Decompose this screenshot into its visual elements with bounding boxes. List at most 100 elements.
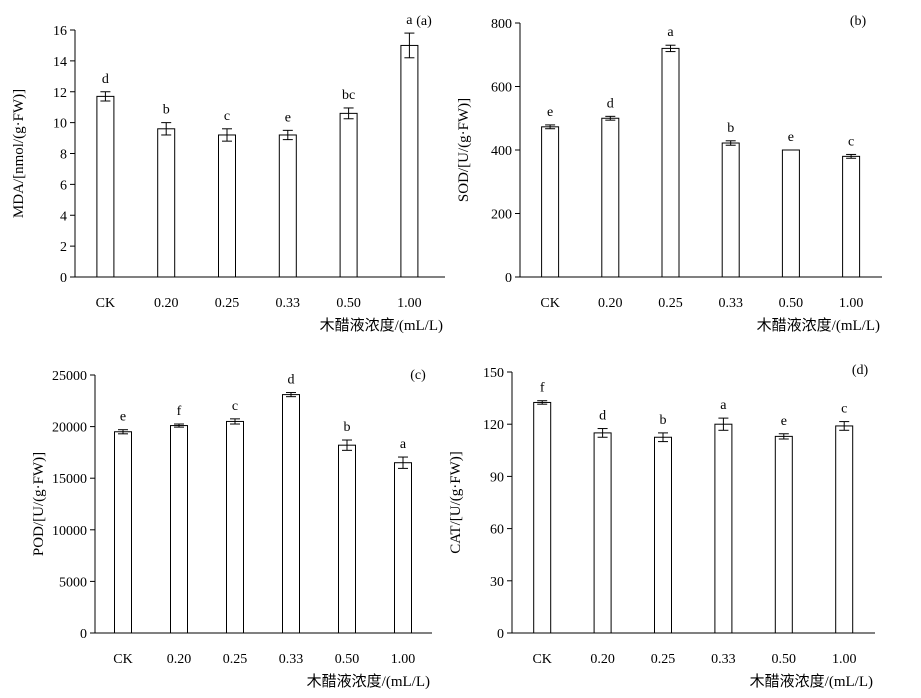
panel-b: 0 200 400 600 800 e CK d 0.20 a 0.25 b 0.33 e 0.50 c 1.0… — [456, 14, 882, 334]
x-tick-label: 0.25 — [215, 296, 240, 311]
bar — [661, 47, 680, 278]
panel-a: 0 2 4 6 8 10 12 14 16 d CK b 0.20 c 0.25 e 0.33 bc 0.50 a 1.… — [11, 13, 445, 334]
bar — [157, 128, 176, 278]
bar — [226, 420, 244, 634]
significance-letter: a — [667, 25, 674, 40]
bar — [835, 425, 854, 634]
x-axis-title: 木醋液浓度/(mL/L) — [757, 317, 880, 334]
x-axis-title: 木醋液浓度/(mL/L) — [750, 673, 873, 690]
y-tick-label: 10 — [53, 117, 67, 132]
bar — [781, 149, 800, 278]
significance-letter: e — [547, 105, 553, 120]
y-tick-label: 10000 — [52, 524, 87, 539]
significance-letter: c — [224, 109, 230, 124]
y-tick-label: 5000 — [59, 575, 87, 590]
x-axis-title: 木醋液浓度/(mL/L) — [307, 673, 430, 690]
y-tick-label: 150 — [483, 366, 504, 381]
y-axis-title: POD/[U/(g·FW)] — [31, 452, 47, 556]
significance-letter: a — [406, 13, 413, 28]
x-tick-label: CK — [113, 652, 132, 667]
x-tick-label: 1.00 — [391, 652, 416, 667]
significance-letter: e — [781, 414, 787, 429]
y-tick-label: 20000 — [52, 421, 87, 436]
x-tick-label: 0.33 — [711, 652, 736, 667]
x-tick-label: 0.25 — [223, 652, 248, 667]
panel-d: 0 30 60 90 120 150 f CK d 0.20 b 0.25 a 0.33 e 0.50 c 1.0… — [448, 363, 875, 690]
x-tick-label: 0.20 — [154, 296, 179, 311]
y-tick-label: 0 — [80, 627, 87, 642]
bar — [218, 134, 236, 278]
panel-c: 0 5000 10000 15000 20000 25000 e CK f 0.20 c 0.25 d 0… — [31, 368, 432, 690]
bar — [601, 117, 620, 278]
y-tick-label: 25000 — [52, 369, 87, 384]
y-tick-label: 0 — [497, 627, 504, 642]
significance-letter: b — [344, 420, 351, 435]
x-tick-label: 0.50 — [335, 652, 360, 667]
y-tick-label: 14 — [53, 55, 67, 70]
significance-letter: c — [848, 134, 854, 149]
significance-letter: d — [607, 96, 614, 111]
significance-letter: c — [232, 399, 238, 414]
panel-label: (b) — [850, 14, 867, 29]
x-tick-label: 0.33 — [279, 652, 304, 667]
y-tick-label: 4 — [60, 209, 67, 224]
x-tick-label: 0.20 — [590, 652, 615, 667]
bar — [339, 112, 358, 278]
x-tick-label: 1.00 — [832, 652, 857, 667]
panel-label: (a) — [416, 14, 432, 29]
bar — [593, 432, 612, 634]
bar — [541, 126, 560, 278]
y-tick-label: 6 — [60, 178, 67, 193]
y-tick-label: 30 — [490, 575, 504, 590]
x-tick-label: 0.50 — [336, 296, 361, 311]
x-tick-label: 0.20 — [167, 652, 192, 667]
y-axis-title: SOD/[U/(g·FW)] — [456, 98, 472, 202]
significance-letter: b — [163, 103, 170, 118]
y-tick-label: 15000 — [52, 472, 87, 487]
x-tick-label: 0.25 — [658, 296, 683, 311]
y-tick-label: 60 — [490, 523, 504, 538]
bar — [282, 394, 300, 634]
x-tick-label: 0.50 — [779, 296, 804, 311]
x-tick-label: 1.00 — [839, 296, 864, 311]
y-tick-label: 16 — [53, 24, 67, 39]
significance-letter: e — [120, 410, 126, 425]
y-axis-title: MDA/[nmol/(g·FW)] — [11, 89, 27, 218]
significance-letter: e — [285, 110, 291, 125]
y-tick-label: 2 — [60, 240, 67, 255]
bar — [338, 444, 356, 634]
x-axis-title: 木醋液浓度/(mL/L) — [320, 317, 443, 334]
significance-letter: f — [540, 381, 545, 396]
y-tick-label: 800 — [491, 17, 512, 32]
x-tick-label: 0.33 — [276, 296, 301, 311]
significance-letter: e — [788, 130, 794, 145]
x-tick-label: CK — [532, 652, 551, 667]
y-tick-label: 120 — [483, 418, 504, 433]
bar — [400, 44, 419, 278]
y-axis-title: CAT/[U/(g·FW)] — [448, 451, 464, 553]
y-tick-label: 0 — [505, 271, 512, 286]
x-tick-label: 0.20 — [598, 296, 623, 311]
bar — [842, 155, 861, 278]
bar — [394, 462, 412, 634]
y-tick-label: 90 — [490, 470, 504, 485]
significance-letter: bc — [342, 88, 355, 103]
bar — [714, 423, 733, 634]
significance-letter: d — [288, 373, 295, 388]
significance-letter: b — [727, 121, 734, 136]
x-tick-label: CK — [540, 296, 559, 311]
significance-letter: b — [660, 413, 667, 428]
bar — [533, 401, 552, 634]
bar — [774, 435, 793, 634]
bar — [96, 95, 115, 278]
x-tick-label: 0.50 — [772, 652, 797, 667]
significance-letter: a — [720, 398, 727, 413]
y-tick-label: 400 — [491, 144, 512, 159]
y-tick-label: 8 — [60, 148, 67, 163]
panel-label: (d) — [852, 363, 869, 378]
y-tick-label: 200 — [491, 208, 512, 223]
panel-label: (c) — [410, 368, 426, 383]
bar — [654, 436, 672, 634]
y-tick-label: 12 — [53, 86, 67, 101]
